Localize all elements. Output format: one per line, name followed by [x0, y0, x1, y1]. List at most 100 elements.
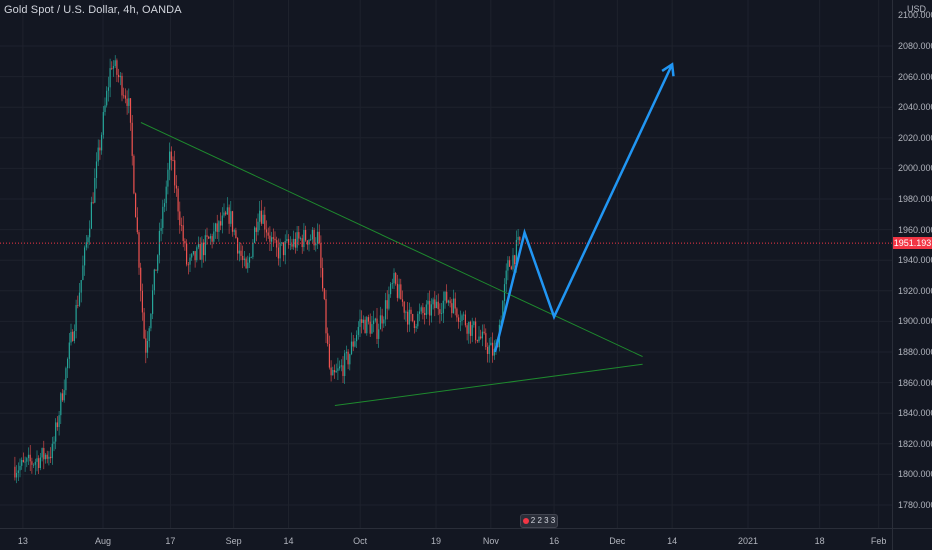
- scroll-to-realtime-badge[interactable]: 2 2 3 3: [520, 514, 558, 528]
- candle-body-83: [155, 269, 157, 271]
- candle-body-297: [519, 236, 521, 241]
- candle-body-27: [60, 393, 62, 416]
- candle-body-225: [396, 283, 399, 298]
- trendline-1[interactable]: [334, 363, 643, 407]
- candle-body-56: [109, 68, 111, 88]
- candle-body-76: [143, 312, 145, 339]
- candle-body-54: [106, 90, 108, 106]
- candle-body-49: [97, 147, 99, 162]
- candle-body-69: [131, 122, 133, 156]
- candle-body-251: [441, 313, 443, 315]
- x-tick-label-11: 2021: [737, 536, 759, 546]
- candle-body-4: [21, 459, 23, 466]
- candle-body-157: [281, 242, 283, 244]
- candle-body-271: [475, 321, 477, 341]
- candle-body-149: [267, 232, 269, 236]
- candle-body-144: [259, 210, 261, 222]
- candle-body-47: [94, 177, 96, 203]
- candle-body-126: [228, 207, 230, 224]
- candle-body-152: [272, 237, 274, 239]
- candle-body-257: [451, 303, 453, 314]
- candle-body-58: [112, 66, 115, 69]
- candle-body-3: [19, 465, 21, 471]
- candle-body-94: [174, 160, 176, 186]
- candle-body-228: [401, 299, 404, 302]
- candle-body-125: [226, 207, 229, 215]
- candle-body-203: [359, 319, 361, 327]
- y-tick-label-11: 2000.000: [898, 163, 932, 174]
- x-tick-label-6: 19: [431, 536, 442, 546]
- candle-body-214: [378, 329, 380, 339]
- candle-body-180: [320, 243, 322, 268]
- candle-body-136: [245, 258, 247, 269]
- candle-body-204: [361, 319, 363, 323]
- candle-body-0: [14, 466, 16, 478]
- y-tick-label-8: 1940.000: [898, 255, 932, 266]
- y-tick-label-14: 2060.000: [898, 71, 932, 82]
- candle-body-100: [184, 241, 186, 244]
- candle-body-20: [48, 456, 50, 459]
- candle-body-60: [116, 60, 118, 75]
- x-tick-label-3: Sep: [225, 536, 242, 546]
- candle-body-127: [230, 211, 232, 224]
- candle-body-24: [55, 422, 57, 442]
- x-tick-label-2: 17: [165, 536, 176, 546]
- x-tick-label-4: 14: [283, 536, 294, 546]
- candle-body-45: [90, 202, 93, 229]
- candle-body-61: [118, 74, 120, 78]
- x-tick-label-13: Feb: [870, 536, 887, 546]
- candle-body-160: [286, 238, 288, 242]
- symbol-title[interactable]: Gold Spot / U.S. Dollar, 4h, OANDA: [4, 4, 182, 16]
- candle-body-104: [191, 254, 193, 258]
- candle-body-219: [386, 300, 388, 309]
- candle-body-119: [216, 223, 218, 232]
- y-tick-label-1: 1800.000: [898, 469, 932, 480]
- candle-body-91: [169, 151, 171, 170]
- candle-body-241: [424, 313, 426, 316]
- candle-body-19: [46, 454, 48, 459]
- candle-body-114: [208, 236, 210, 239]
- candle-body-151: [271, 237, 273, 242]
- candle-body-248: [435, 301, 438, 309]
- candle-body-191: [339, 366, 341, 369]
- candle-body-240: [422, 307, 424, 314]
- candle-body-30: [65, 368, 67, 391]
- candle-body-39: [80, 280, 82, 293]
- x-tick-label-10: 14: [667, 536, 678, 546]
- candle-body-146: [262, 214, 264, 224]
- candle-body-250: [439, 309, 441, 314]
- currency-label[interactable]: USD: [906, 4, 926, 14]
- candle-body-246: [432, 299, 434, 305]
- candle-body-235: [413, 320, 416, 328]
- candle-body-135: [243, 258, 246, 260]
- candle-body-43: [87, 237, 89, 243]
- candle-body-153: [274, 238, 276, 241]
- candle-body-15: [39, 457, 42, 469]
- x-tick-label-5: Oct: [353, 536, 368, 546]
- candle-body-8: [27, 454, 30, 459]
- candle-body-41: [84, 247, 86, 266]
- candle-body-105: [192, 251, 195, 255]
- candle-body-295: [515, 239, 518, 265]
- candle-body-183: [325, 299, 327, 334]
- candle-body-168: [299, 238, 302, 240]
- candle-body-142: [255, 227, 257, 232]
- candle-body-88: [163, 203, 166, 207]
- candle-body-263: [461, 315, 463, 321]
- candle-body-117: [213, 231, 215, 242]
- price-axis[interactable]: USD 1780.000 1800.000 1820.000 1840.000 1860…: [892, 0, 932, 550]
- candle-body-123: [223, 212, 225, 216]
- trendline-0[interactable]: [140, 122, 643, 358]
- candle-body-59: [114, 60, 116, 67]
- candle-body-274: [480, 336, 482, 339]
- candle-body-55: [107, 87, 110, 91]
- candle-body-21: [50, 456, 52, 459]
- candle-body-17: [43, 448, 45, 460]
- candle-body-242: [425, 304, 427, 316]
- candle-body-12: [34, 461, 36, 465]
- candle-body-185: [328, 343, 331, 368]
- projection-path[interactable]: [493, 63, 674, 353]
- candle-body-2: [17, 470, 19, 473]
